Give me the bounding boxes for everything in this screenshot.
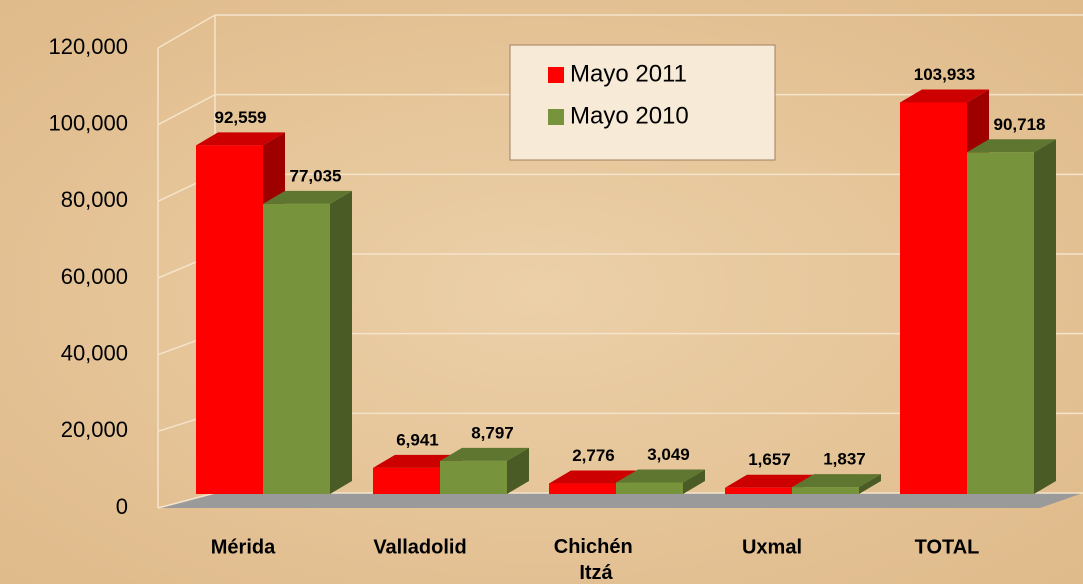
x-tick-label: TOTAL [915, 536, 980, 558]
bar-side [330, 190, 352, 494]
legend-label: Mayo 2011 [570, 60, 687, 87]
value-label: 3,049 [647, 445, 690, 464]
legend-box [509, 44, 776, 161]
bar-top [263, 190, 352, 204]
y-tick-label: 40,000 [61, 340, 128, 365]
bar [967, 139, 1056, 494]
bar-top [616, 469, 705, 483]
bar-front [616, 482, 683, 494]
value-label: 2,776 [572, 446, 615, 465]
y-tick-label: 80,000 [61, 187, 128, 212]
bar-top [725, 474, 814, 488]
y-tick-label: 0 [116, 494, 128, 519]
x-tick-label: Mérida [211, 536, 276, 558]
x-tick-label: Valladolid [373, 536, 466, 558]
bar-top [549, 470, 638, 484]
bar-front [792, 487, 859, 494]
y-tick-label: 120,000 [48, 34, 128, 59]
value-label: 1,657 [748, 450, 791, 469]
legend-label: Mayo 2010 [570, 102, 689, 129]
legend-swatch [548, 67, 564, 83]
value-label: 77,035 [290, 166, 342, 185]
y-tick-label: 100,000 [48, 110, 128, 135]
bar-top [196, 132, 285, 146]
bar-top [373, 454, 462, 468]
legend-swatch [548, 109, 564, 125]
x-tick-label: Chichén Itzá [554, 536, 638, 584]
grid-line-side [157, 492, 216, 509]
bar-front [725, 487, 792, 494]
bar-side [1034, 139, 1056, 494]
bar-top [792, 474, 881, 488]
floor [158, 493, 1083, 508]
bar-front [549, 483, 616, 494]
y-tick-label: 60,000 [61, 264, 128, 289]
bar-side [859, 474, 881, 494]
value-label: 1,837 [823, 450, 866, 469]
bar-top [440, 447, 529, 461]
x-tick-label: Uxmal [742, 536, 802, 558]
value-label: 92,559 [215, 108, 267, 127]
bar-front [967, 152, 1034, 494]
bar-top [900, 89, 989, 103]
bar [440, 447, 529, 494]
bar-top [967, 139, 1056, 153]
value-label: 103,933 [914, 65, 975, 84]
bar-front [373, 467, 440, 494]
bar [263, 190, 352, 494]
grid-line-side [157, 94, 216, 126]
grid-line-side [157, 14, 216, 49]
bar-front [440, 460, 507, 494]
value-label: 90,718 [994, 115, 1046, 134]
y-tick-label: 20,000 [61, 417, 128, 442]
bar [792, 474, 881, 494]
bar-side [683, 469, 705, 494]
bar-front [900, 102, 967, 494]
bar-side [507, 447, 529, 494]
bar-front [196, 145, 263, 495]
bar-front [263, 203, 330, 494]
bar [616, 469, 705, 494]
value-label: 6,941 [396, 430, 439, 449]
value-label: 8,797 [471, 423, 514, 442]
